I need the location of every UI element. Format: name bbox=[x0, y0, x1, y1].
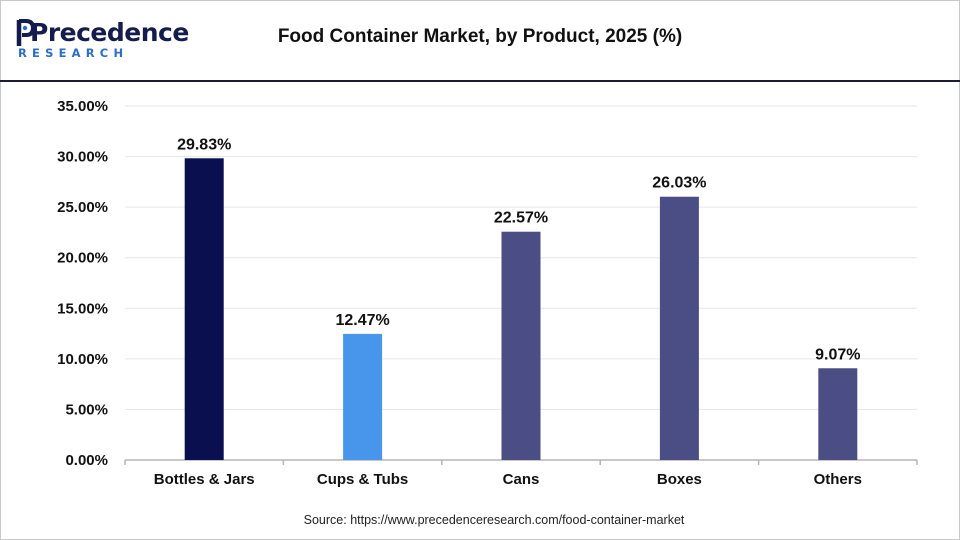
logo-wordmark: Precedence bbox=[30, 18, 189, 47]
y-tick-label: 0.00% bbox=[65, 452, 108, 469]
data-label: 9.07% bbox=[815, 346, 860, 363]
x-tick-label: Bottles & Jars bbox=[154, 471, 255, 488]
bar-chart-canvas: 0.00% 5.00% 10.00% 15.00% 20.00% 25.00% 30.00%… bbox=[57, 98, 918, 488]
bar bbox=[818, 368, 858, 460]
precedence-research-logo: Precedence RESEARCH bbox=[16, 16, 189, 64]
y-tick-label: 25.00% bbox=[57, 199, 108, 216]
data-label: 22.57% bbox=[494, 210, 548, 227]
y-tick-label: 20.00% bbox=[57, 250, 108, 267]
source-link[interactable]: https://www.precedenceresearch.com/food-… bbox=[350, 513, 685, 527]
y-tick-label: 30.00% bbox=[57, 149, 108, 166]
y-tick-label: 35.00% bbox=[57, 98, 108, 115]
bar bbox=[501, 231, 541, 460]
logo-mark-icon bbox=[16, 19, 36, 46]
x-tick-label: Boxes bbox=[657, 471, 702, 488]
x-tick-label: Cups & Tubs bbox=[317, 471, 408, 488]
source-prefix: Source: bbox=[303, 513, 351, 527]
y-tick-label: 10.00% bbox=[57, 351, 108, 368]
y-tick-label: 5.00% bbox=[65, 401, 108, 418]
logo-subtitle: RESEARCH bbox=[18, 46, 129, 60]
data-label: 29.83% bbox=[177, 136, 231, 153]
data-label: 26.03% bbox=[652, 175, 706, 192]
y-tick-label: 15.00% bbox=[57, 300, 108, 317]
x-tick-label: Others bbox=[814, 471, 862, 488]
bar bbox=[343, 333, 383, 460]
x-tick-label: Cans bbox=[503, 471, 540, 488]
header-divider bbox=[0, 80, 960, 82]
bar bbox=[659, 196, 699, 460]
header: Precedence RESEARCH Food Container Marke… bbox=[0, 0, 960, 80]
bar-chart: 0.00% 5.00% 10.00% 15.00% 20.00% 25.00% 30.00%… bbox=[0, 84, 960, 504]
bar bbox=[184, 158, 224, 460]
chart-title: Food Container Market, by Product, 2025 … bbox=[277, 26, 683, 47]
data-label: 12.47% bbox=[335, 312, 389, 329]
source-note: Source: https://www.precedenceresearch.c… bbox=[0, 513, 960, 527]
